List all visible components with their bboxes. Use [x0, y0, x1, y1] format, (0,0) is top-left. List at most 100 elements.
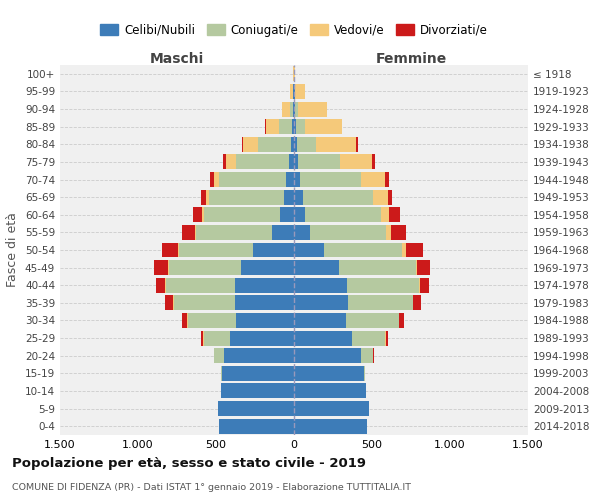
Bar	[385, 330, 386, 345]
Bar	[295, 102, 298, 116]
Bar	[219, 172, 286, 187]
Bar	[206, 190, 209, 204]
Bar	[174, 296, 235, 310]
Bar	[356, 137, 358, 152]
Bar	[279, 119, 292, 134]
Bar	[294, 366, 364, 381]
Bar	[294, 154, 298, 170]
Bar	[253, 242, 294, 258]
Bar	[294, 418, 367, 434]
Bar	[293, 84, 294, 99]
Bar	[187, 313, 188, 328]
Bar	[296, 119, 305, 134]
Bar	[235, 278, 294, 292]
Bar	[294, 225, 310, 240]
Bar	[294, 330, 352, 345]
Bar	[202, 330, 203, 345]
Bar	[292, 119, 294, 134]
Bar	[403, 242, 406, 258]
Bar	[364, 366, 365, 381]
Bar	[224, 348, 294, 363]
Bar	[235, 296, 294, 310]
Bar	[386, 225, 391, 240]
Bar	[294, 348, 361, 363]
Text: Popolazione per età, sesso e stato civile - 2019: Popolazione per età, sesso e stato civil…	[12, 458, 366, 470]
Bar	[380, 208, 389, 222]
Bar	[346, 313, 398, 328]
Bar	[361, 348, 373, 363]
Bar	[294, 137, 297, 152]
Bar	[290, 84, 293, 99]
Bar	[166, 278, 235, 292]
Bar	[203, 330, 230, 345]
Bar	[201, 190, 206, 204]
Bar	[203, 208, 280, 222]
Bar	[281, 102, 290, 116]
Bar	[294, 119, 296, 134]
Bar	[195, 225, 196, 240]
Bar	[210, 172, 214, 187]
Bar	[165, 278, 166, 292]
Bar	[294, 384, 366, 398]
Text: COMUNE DI FIDENZA (PR) - Dati ISTAT 1° gennaio 2019 - Elaborazione TUTTITALIA.IT: COMUNE DI FIDENZA (PR) - Dati ISTAT 1° g…	[12, 482, 411, 492]
Bar	[214, 172, 219, 187]
Bar	[154, 260, 169, 275]
Bar	[386, 330, 388, 345]
Bar	[325, 242, 403, 258]
Bar	[202, 208, 203, 222]
Bar	[419, 278, 429, 292]
Bar	[373, 190, 388, 204]
Bar	[391, 225, 406, 240]
Bar	[294, 260, 339, 275]
Legend: Celibi/Nubili, Coniugati/e, Vedovi/e, Divorziati/e: Celibi/Nubili, Coniugati/e, Vedovi/e, Di…	[95, 19, 493, 42]
Bar	[221, 384, 294, 398]
Bar	[230, 330, 294, 345]
Bar	[400, 313, 404, 328]
Bar	[165, 296, 173, 310]
Bar	[242, 137, 244, 152]
Bar	[316, 137, 356, 152]
Bar	[196, 225, 272, 240]
Bar	[361, 172, 385, 187]
Bar	[188, 313, 236, 328]
Bar	[182, 313, 187, 328]
Bar	[339, 260, 416, 275]
Bar	[389, 208, 400, 222]
Bar	[293, 102, 294, 116]
Bar	[294, 208, 305, 222]
Bar	[221, 366, 222, 381]
Bar	[413, 296, 421, 310]
Bar	[305, 119, 341, 134]
Bar	[398, 313, 400, 328]
Y-axis label: Anni di nascita: Anni di nascita	[596, 204, 600, 296]
Bar	[162, 242, 178, 258]
Bar	[294, 313, 346, 328]
Bar	[286, 172, 294, 187]
Bar	[294, 102, 295, 116]
Bar	[289, 154, 294, 170]
Bar	[280, 208, 294, 222]
Bar	[341, 119, 343, 134]
Bar	[226, 154, 236, 170]
Bar	[236, 154, 289, 170]
Bar	[258, 137, 291, 152]
Bar	[182, 225, 195, 240]
Bar	[178, 242, 179, 258]
Bar	[272, 225, 294, 240]
Bar	[302, 190, 373, 204]
Bar	[347, 278, 419, 292]
Bar	[219, 418, 294, 434]
Bar	[294, 296, 348, 310]
Bar	[290, 102, 293, 116]
Bar	[310, 225, 386, 240]
Bar	[373, 348, 374, 363]
Bar	[294, 401, 369, 416]
Bar	[209, 190, 284, 204]
Bar	[294, 172, 300, 187]
Bar	[214, 348, 224, 363]
Bar	[294, 84, 295, 99]
Bar	[193, 208, 202, 222]
Bar	[236, 313, 294, 328]
Bar	[406, 242, 423, 258]
Bar	[169, 260, 241, 275]
